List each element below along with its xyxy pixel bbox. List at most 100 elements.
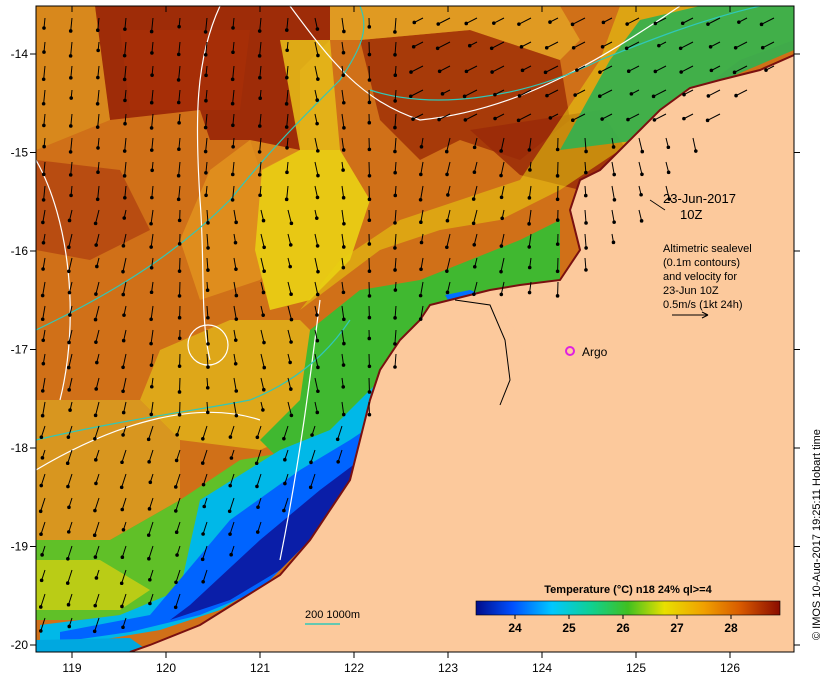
velocity-arrow-head [584,149,588,154]
velocity-arrow-head [737,20,741,24]
velocity-arrow [528,233,532,247]
velocity-arrow-head [284,197,289,202]
velocity-arrow-head [177,413,182,417]
velocity-arrow-head [288,264,292,269]
velocity-arrow [638,137,643,152]
velocity-arrow [233,209,237,223]
velocity-arrow-head [231,144,235,149]
velocity-arrow [229,473,235,486]
velocity-arrow-head [519,45,524,49]
velocity-arrow-head [174,580,178,585]
velocity-arrow [341,401,345,415]
velocity-arrow-head [393,170,397,175]
velocity-arrow-head [69,96,73,100]
velocity-arrow [94,593,100,606]
velocity-arrow [124,185,127,198]
velocity-arrow-head [149,245,153,249]
velocity-arrow-head [38,605,43,609]
colorbar-title: Temperature (°C) n18 24% ql>=4 [544,584,712,596]
velocity-arrow-head [575,68,579,72]
velocity-arrow-head [177,364,182,368]
velocity-arrow [97,89,100,104]
velocity-arrow [286,17,289,31]
velocity-arrow [341,41,344,53]
velocity-arrow [584,137,587,152]
velocity-arrow [95,281,100,295]
velocity-arrow-head [122,313,126,317]
velocity-arrow [256,449,262,464]
velocity-arrow-head [176,197,181,202]
velocity-arrow [260,377,265,390]
velocity-arrow-head [527,265,532,270]
velocity-arrow [599,89,613,97]
velocity-arrow-head [571,45,576,50]
velocity-arrow-head [119,485,124,490]
velocity-arrow-head [639,219,644,223]
velocity-arrow-head [122,149,127,153]
velocity-arrow-head [96,75,100,80]
velocity-arrow-head [122,174,127,178]
velocity-arrow [42,401,46,416]
velocity-arrow-head [67,388,71,392]
velocity-arrow-head [367,412,372,417]
velocity-arrow-head [517,22,521,26]
velocity-arrow-head [437,69,442,74]
velocity-arrow-head [341,265,346,270]
velocity-arrow-head [261,313,265,317]
velocity-arrow [151,113,154,128]
velocity-arrow-head [462,94,467,99]
velocity-arrow-head [174,530,179,535]
velocity-arrow-head [42,50,46,54]
velocity-arrow-head [173,485,178,489]
velocity-arrow-head [314,216,319,220]
velocity-arrow [628,65,640,72]
velocity-arrow-head [573,93,577,97]
velocity-arrow [259,65,262,78]
velocity-arrow-head [341,385,346,389]
velocity-arrow [202,545,208,560]
velocity-arrow-head [706,22,710,26]
velocity-arrow [40,497,46,512]
velocity-arrow [314,41,319,56]
velocity-arrow-head [95,264,99,269]
velocity-arrow-head [255,435,260,440]
velocity-arrow [518,113,532,121]
velocity-arrow-head [177,294,182,298]
velocity-arrow-head [419,172,423,177]
velocity-arrow [420,305,424,320]
velocity-arrow-head [499,173,503,178]
velocity-arrow [67,449,73,464]
velocity-arrow [286,65,289,78]
velocity-arrow [150,353,154,366]
velocity-arrow-head [227,509,232,514]
velocity-arrow [121,569,127,584]
velocity-arrow [121,449,127,463]
velocity-arrow-head [315,338,320,343]
velocity-arrow-head [148,480,153,485]
velocity-arrow-head [289,413,294,418]
velocity-arrow [283,425,289,439]
velocity-arrow-head [625,22,629,26]
velocity-arrow-head [177,121,181,125]
velocity-arrow-head [94,340,98,344]
velocity-arrow [394,113,397,128]
velocity-arrow [708,89,721,97]
velocity-arrow [287,401,292,416]
velocity-arrow [394,137,397,152]
velocity-arrow-head [122,216,127,220]
velocity-arrow-head [121,625,125,630]
lon-tick-label: 125 [626,661,646,675]
velocity-arrow [122,377,127,392]
velocity-arrow-head [393,246,397,250]
velocity-arrow [175,473,181,488]
velocity-arrow [205,161,208,173]
velocity-arrow [735,41,748,49]
velocity-arrow-head [67,269,71,274]
velocity-arrow [735,89,748,97]
velocity-arrow [500,161,505,176]
velocity-arrow-head [393,288,398,292]
velocity-arrow [287,233,292,246]
velocity-arrow-head [445,218,450,223]
velocity-arrow-head [600,45,605,49]
